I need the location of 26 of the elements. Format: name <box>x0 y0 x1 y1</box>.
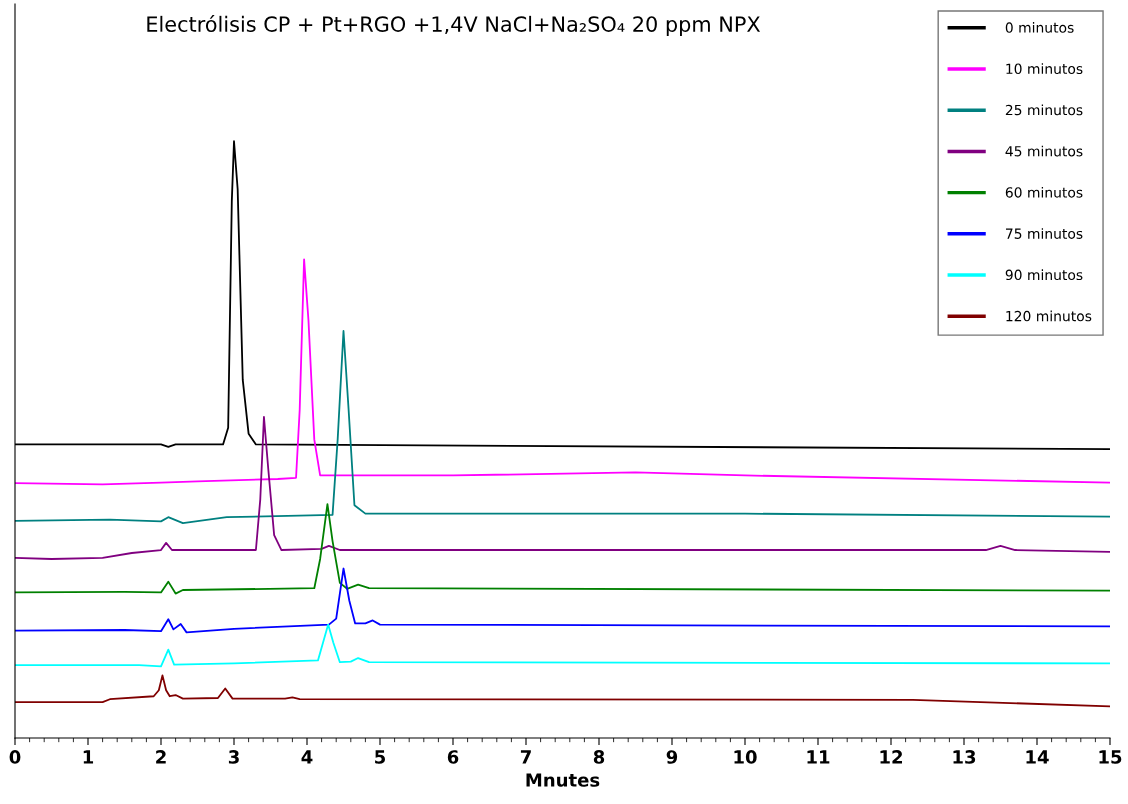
legend-label: 120 minutos <box>1006 310 1092 322</box>
legend-label: 45 minutos <box>1005 145 1083 157</box>
x-tick-label: 11 <box>807 750 830 764</box>
chart-title: Electrólisis CP + Pt+RGO +1,4V NaCl+Na₂SO₄ 20 ppm NPX <box>147 15 761 37</box>
x-tick-label: 1 <box>83 750 94 764</box>
legend-label: 10 minutos <box>1006 63 1083 75</box>
legend-label: 90 minutos <box>1005 269 1083 281</box>
x-tick-label: 9 <box>666 750 678 764</box>
x-tick-label: 6 <box>447 750 459 764</box>
legend-label: 75 minutos <box>1005 228 1083 239</box>
x-tick-label: 15 <box>1099 750 1122 764</box>
x-tick-label: 13 <box>953 750 976 764</box>
x-tick-label: 0 <box>9 750 21 764</box>
x-tick-label: 4 <box>301 750 313 764</box>
x-tick-label: 3 <box>228 750 239 764</box>
legend-label: 60 minutos <box>1005 186 1083 198</box>
x-tick-label: 14 <box>1026 750 1049 764</box>
x-tick-label: 12 <box>880 750 902 764</box>
legend-label: 0 minutos <box>1005 22 1074 33</box>
x-tick-label: 7 <box>520 750 531 764</box>
x-tick-label: 10 <box>734 750 757 764</box>
x-tick-label: 2 <box>156 750 166 764</box>
x-axis-title: Mnutes <box>526 773 600 787</box>
legend-label: 25 minutos <box>1005 104 1083 116</box>
x-tick-label: 8 <box>593 750 605 764</box>
x-tick-label: 5 <box>375 750 386 764</box>
